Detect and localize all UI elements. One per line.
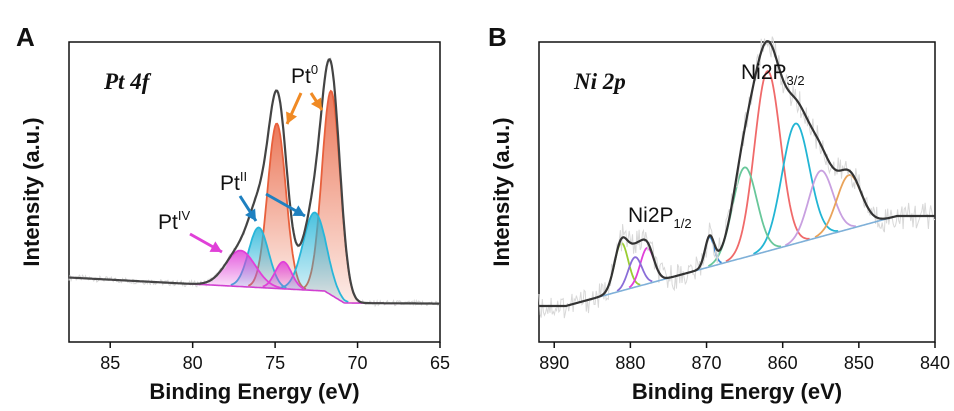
arrow-pt0-left-head bbox=[286, 111, 297, 124]
x-tick-label: 70 bbox=[348, 353, 368, 373]
component-curve bbox=[814, 174, 884, 238]
x-tick-label: 80 bbox=[183, 353, 203, 373]
chart-title: Ni 2p bbox=[573, 69, 626, 94]
component-fill bbox=[280, 212, 349, 303]
annotation-pt0-sup: 0 bbox=[311, 62, 318, 77]
plot-frame bbox=[538, 41, 936, 343]
panel-letter-b: B bbox=[488, 22, 507, 52]
x-tick-label: 860 bbox=[768, 353, 798, 373]
y-axis-label: Intensity (a.u.) bbox=[19, 117, 44, 266]
annotation-ptii-sup: II bbox=[240, 169, 247, 184]
annotation-ptiv-sup: IV bbox=[178, 208, 191, 223]
x-tick-label: 850 bbox=[844, 353, 874, 373]
component-curve bbox=[784, 169, 856, 247]
x-axis-label: Binding Energy (eV) bbox=[632, 379, 842, 404]
x-tick-label: 890 bbox=[539, 353, 569, 373]
arrow-ptii-left-head bbox=[245, 208, 256, 221]
x-tick-label: 85 bbox=[100, 353, 120, 373]
annotation-ni2p-32-sub: 3/2 bbox=[787, 73, 805, 88]
x-tick-label: 840 bbox=[920, 353, 950, 373]
annotation-ni2p-12: Ni2P1/2 bbox=[628, 204, 692, 231]
x-axis-label: Binding Energy (eV) bbox=[149, 379, 359, 404]
annotation-ptiv: PtIV bbox=[158, 208, 190, 234]
annotation-pt0: Pt0 bbox=[291, 62, 318, 88]
annotation-pt0-base: Pt bbox=[291, 65, 311, 88]
panel-b: B 890 880 870 860 850 840 Binding Energy (eV) I… bbox=[485, 0, 954, 411]
component-curve bbox=[262, 260, 305, 290]
component-curve bbox=[616, 256, 653, 292]
arrow-ptiv-head bbox=[209, 241, 222, 252]
component-curve bbox=[725, 70, 810, 263]
raw-data-line bbox=[538, 36, 936, 319]
y-axis-label: Intensity (a.u.) bbox=[489, 117, 514, 266]
envelope-curve bbox=[539, 40, 935, 308]
chart-b: 890 880 870 860 850 840 Binding Energy (eV) Int… bbox=[489, 36, 950, 404]
annotation-ni2p-12-base: Ni2P bbox=[628, 204, 674, 227]
annotation-ptiv-base: Pt bbox=[158, 211, 178, 234]
panel-a: A 85 80 75 70 65 Binding Energy (eV) Intensity… bbox=[0, 0, 470, 411]
component-fill bbox=[200, 250, 281, 289]
x-tick-label: 880 bbox=[615, 353, 645, 373]
component-curve bbox=[707, 166, 782, 267]
annotation-ptii: PtII bbox=[220, 169, 247, 195]
arrow-pt0-right-head bbox=[310, 97, 322, 110]
x-tick-label: 870 bbox=[692, 353, 722, 373]
envelope-curve bbox=[68, 57, 440, 305]
annotation-ni2p-32: Ni2P3/2 bbox=[741, 61, 805, 88]
annotation-ptii-base: Pt bbox=[220, 172, 240, 195]
panel-letter-a: A bbox=[16, 22, 35, 52]
annotation-ni2p-12-sub: 1/2 bbox=[674, 216, 692, 231]
chart-a: 85 80 75 70 65 Binding Energy (eV) Intensity (… bbox=[19, 41, 450, 404]
plot-frame bbox=[68, 41, 441, 343]
annotation-ni2p-32-base: Ni2P bbox=[741, 61, 787, 84]
component-fill bbox=[262, 261, 304, 290]
arrow-ptii-right-head bbox=[292, 205, 305, 216]
x-tick-label: 65 bbox=[430, 353, 450, 373]
chart-title: Pt 4f bbox=[103, 69, 152, 94]
background-line bbox=[539, 215, 935, 307]
x-tick-label: 75 bbox=[265, 353, 285, 373]
